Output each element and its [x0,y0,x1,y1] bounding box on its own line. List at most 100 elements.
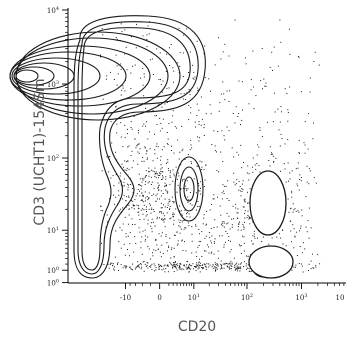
scatter-dot [158,263,160,265]
scatter-dot [308,168,310,170]
scatter-dot [285,181,287,183]
scatter-dot [229,262,231,264]
scatter-dot [189,192,191,193]
scatter-dot [299,174,301,176]
scatter-dot [155,239,157,241]
scatter-dot [100,210,102,212]
scatter-dot [252,157,254,159]
y-tick-label: 101 [47,226,59,235]
scatter-dot [210,228,212,229]
scatter-dot [231,263,233,265]
scatter-dot [228,200,230,201]
scatter-dot [243,225,245,227]
scatter-dot [237,212,239,214]
scatter-dot [252,166,253,168]
scatter-dot [236,262,238,264]
scatter-dot [171,121,173,123]
scatter-dot [165,236,167,237]
scatter-dot [223,246,225,248]
scatter-dot [138,208,140,210]
scatter-dot [236,267,238,269]
scatter-dot [298,263,300,264]
scatter-dot [141,236,143,238]
scatter-dot [223,222,225,224]
scatter-dot [129,266,131,268]
scatter-dot [291,190,293,192]
scatter-dot [221,268,223,269]
scatter-dot [229,266,230,268]
scatter-dot [291,192,293,194]
scatter-dot [279,19,281,21]
scatter-dot [179,222,181,223]
scatter-dot [146,46,148,48]
scatter-dot [307,220,309,222]
scatter-dot [280,41,282,43]
scatter-dot [197,201,199,203]
scatter-dot [162,253,164,254]
scatter-dot [308,113,310,115]
y-axis-label: CD3 (UCHT1)-154Sm [32,78,48,225]
scatter-dot [123,243,125,245]
scatter-dot [166,102,168,103]
scatter-dot [188,119,190,121]
scatter-dot [170,44,172,45]
scatter-dot [252,235,254,237]
scatter-dot [179,151,181,153]
scatter-dot [218,110,220,112]
scatter-dot [182,98,184,100]
scatter-dot [319,263,321,265]
scatter-dot [197,206,199,208]
scatter-dot [197,136,198,138]
scatter-dot [108,156,110,158]
scatter-dot [237,266,239,268]
scatter-dot [167,138,169,140]
scatter-dot [142,157,144,159]
scatter-dot [193,268,194,270]
scatter-dot [306,231,308,233]
scatter-dot [186,28,188,30]
scatter-dot [161,269,163,271]
scatter-dot [189,94,191,96]
scatter-dot [304,248,306,250]
scatter-dot [122,207,123,209]
scatter-dot [223,226,225,228]
scatter-dot [157,198,158,200]
scatter-dot [178,267,180,268]
scatter-dot [159,117,161,119]
scatter-dot [164,215,166,217]
scatter-dot [217,265,219,267]
scatter-dot [120,172,122,174]
scatter-dot [228,236,230,238]
scatter-dot [127,235,129,237]
scatter-dot [137,144,139,146]
scatter-dot [196,262,198,264]
scatter-dot [216,263,218,265]
scatter-dot [127,128,128,130]
scatter-dot [208,78,210,80]
scatter-dot [219,235,220,237]
scatter-dot [282,229,284,231]
scatter-dot [148,33,150,35]
scatter-dot [160,207,162,209]
scatter-dot [130,120,132,122]
scatter-dot [124,90,126,92]
scatter-dot [139,219,141,221]
scatter-dot [172,180,174,182]
scatter-dot [216,268,218,270]
scatter-dot [155,250,157,252]
scatter-dot [313,267,315,269]
scatter-dot [129,184,131,185]
scatter-dot [201,169,203,170]
scatter-dot [152,110,154,111]
scatter-dot [160,170,162,172]
scatter-dot [166,265,168,267]
scatter-dot [308,183,310,185]
scatter-dot [187,79,189,81]
scatter-dot [211,235,213,237]
scatter-dot [135,267,137,269]
scatter-dot [189,51,191,53]
scatter-dot [210,90,211,92]
scatter-dot [160,195,162,197]
scatter-dot [213,227,215,229]
